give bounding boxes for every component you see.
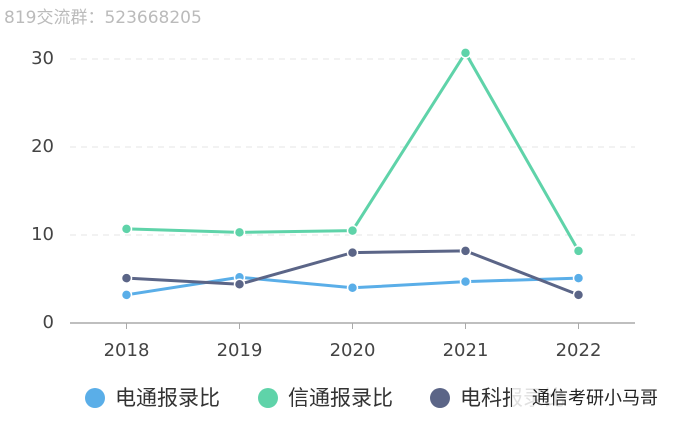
legend-marker [430,388,450,408]
legend-marker [258,388,278,408]
data-point [346,224,359,237]
x-tick-label: 2020 [330,340,376,361]
x-tick-label: 2022 [556,340,602,361]
legend-marker [85,388,105,408]
y-tick-label: 20 [31,136,54,157]
y-tick-label: 10 [31,224,54,245]
legend-label: 信通报录比 [288,386,393,410]
data-point [459,245,472,257]
data-point [233,278,246,291]
data-point [120,289,133,301]
x-tick-label: 2021 [443,340,489,361]
data-point [572,272,585,284]
data-point [233,226,246,239]
series-line [126,49,580,252]
y-tick-label: 0 [43,312,54,333]
data-point [120,272,133,284]
data-point [346,246,359,259]
data-point [572,245,585,257]
watermark: 819交流群：523668205 [4,8,202,28]
watermark: 通信考研小马哥 [532,388,658,409]
data-point [120,223,133,235]
x-tick-label: 2019 [217,340,263,361]
watermark-bg [512,386,662,412]
data-point [572,289,585,301]
data-point [459,47,472,59]
y-tick-label: 30 [31,48,54,69]
data-point [459,275,472,288]
data-point [346,282,359,294]
legend-label: 电通报录比 [115,386,220,410]
x-tick-label: 2018 [104,340,150,361]
